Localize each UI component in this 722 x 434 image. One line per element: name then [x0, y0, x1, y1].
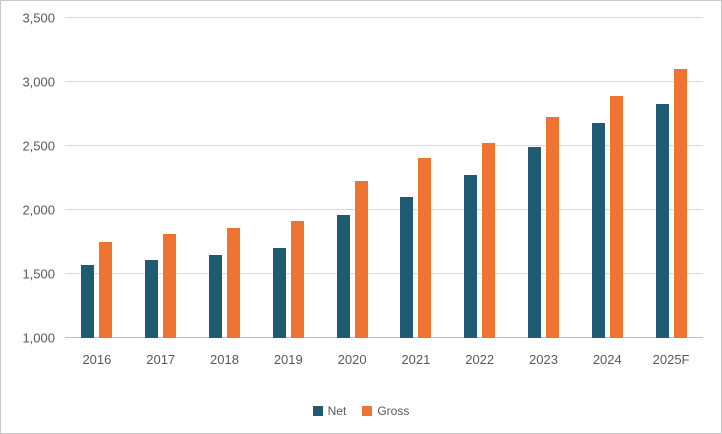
legend-label-gross: Gross — [377, 404, 410, 418]
y-tick-label: 2,500 — [22, 138, 55, 154]
legend-label-net: Net — [327, 404, 347, 418]
bar-net-2023 — [527, 147, 541, 338]
bar-gross-2023 — [545, 116, 559, 338]
bar-net-2019 — [272, 248, 286, 338]
bar-net-2018 — [208, 254, 222, 338]
bar-group-2025f — [639, 18, 703, 338]
bar-gross-2019 — [290, 220, 304, 338]
bar-gross-2016 — [99, 242, 113, 338]
bar-group-2024 — [575, 18, 639, 338]
x-axis-label-2022: 2022 — [465, 352, 495, 367]
bar-group-2017 — [129, 18, 193, 338]
x-axis-label-2018: 2018 — [210, 352, 239, 367]
bar-net-2025f — [655, 103, 669, 338]
bar-group-2018 — [193, 18, 257, 338]
bar-gross-2020 — [354, 180, 368, 338]
x-axis: 2016 2017 2018 2019 2020 2021 2022 2023 2024 2025… — [65, 352, 703, 367]
legend-swatch-gross-icon — [362, 406, 373, 416]
x-axis-label-2024: 2024 — [592, 352, 622, 367]
bar-net-2017 — [145, 259, 159, 338]
bars-layer — [65, 18, 703, 338]
bar-net-2021 — [400, 197, 414, 338]
bar-net-2016 — [81, 265, 95, 338]
gridline — [65, 209, 703, 210]
x-axis-label-2021: 2021 — [401, 352, 431, 367]
bar-group-2022 — [448, 18, 512, 338]
bar-gross-2025f — [673, 69, 687, 338]
x-axis-label-2023: 2023 — [529, 352, 558, 367]
gridline — [65, 81, 703, 82]
y-tick-label: 1,500 — [22, 266, 55, 282]
x-axis-label-2019: 2019 — [273, 352, 303, 367]
x-axis-label-2020: 2020 — [337, 352, 367, 367]
gridline — [65, 145, 703, 146]
x-axis-line — [65, 337, 703, 338]
bar-net-2024 — [591, 122, 605, 338]
x-axis-label-2016: 2016 — [82, 352, 112, 367]
bar-gross-2021 — [418, 157, 432, 338]
x-axis-label-2025f: 2025F — [652, 352, 690, 367]
gridline — [65, 273, 703, 274]
plot-area: 1,000 1,500 2,000 2,500 3,000 3,500 — [22, 12, 703, 345]
bar-group-2020 — [320, 18, 384, 338]
x-axis-label-2017: 2017 — [146, 352, 176, 367]
bar-net-2022 — [464, 175, 478, 338]
bar-gross-2017 — [163, 234, 177, 338]
gridline — [65, 17, 703, 18]
bar-group-2023 — [512, 18, 576, 338]
bar-group-2016 — [65, 18, 129, 338]
bar-gross-2024 — [609, 96, 623, 338]
y-tick-label: 2,000 — [22, 202, 55, 218]
bar-gross-2022 — [482, 143, 496, 338]
bar-group-2021 — [384, 18, 448, 338]
legend-item-gross: Gross — [362, 404, 409, 418]
chart-legend: Net Gross — [1, 404, 721, 418]
legend-swatch-net-icon — [312, 406, 323, 416]
y-tick-label: 1,000 — [22, 330, 55, 346]
bar-net-2020 — [336, 215, 350, 338]
y-tick-label: 3,000 — [22, 74, 55, 90]
bar-group-2019 — [256, 18, 320, 338]
bar-gross-2018 — [226, 227, 240, 338]
y-tick-label: 3,500 — [22, 10, 55, 26]
legend-item-net: Net — [312, 404, 347, 418]
